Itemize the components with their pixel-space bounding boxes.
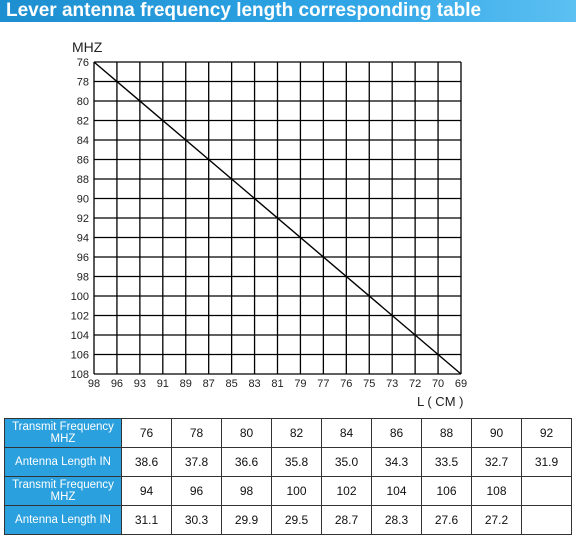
table-cell: 92 xyxy=(521,418,572,448)
frequency-length-chart: MHZ L ( CM ) 76 78 80 82 84 86 88 90 92 94 96 98 100… xyxy=(71,39,467,409)
table-cell: 36.6 xyxy=(221,447,272,477)
series-line xyxy=(93,61,462,375)
chart-ticks: 7678808284868890929496981001021041061089… xyxy=(71,57,467,390)
table-cell: 37.8 xyxy=(171,447,222,477)
table-cell: 78 xyxy=(171,418,222,448)
y-axis-label: MHZ xyxy=(72,39,103,55)
table-cell: 104 xyxy=(371,476,422,506)
y-tick-label: 88 xyxy=(77,174,89,186)
table-cell: 94 xyxy=(121,476,172,506)
y-tick-label: 102 xyxy=(71,311,89,323)
y-tick-label: 108 xyxy=(71,369,89,381)
x-tick-label: 70 xyxy=(432,378,444,390)
x-tick-label: 91 xyxy=(157,378,169,390)
table-row: Transmit Frequency MHZ 94 96 98 100 102 104 106… xyxy=(4,476,572,506)
table-cell: 108 xyxy=(471,476,522,506)
y-tick-label: 98 xyxy=(77,272,89,284)
table-row-header: Antenna Length IN xyxy=(4,505,122,535)
table-row: Transmit Frequency MHZ 76 78 80 82 84 86 88 90 92 xyxy=(4,418,572,448)
x-tick-label: 83 xyxy=(248,378,260,390)
x-tick-label: 69 xyxy=(455,378,467,390)
y-tick-label: 78 xyxy=(77,77,89,89)
x-tick-label: 96 xyxy=(111,378,123,390)
x-tick-label: 81 xyxy=(271,378,283,390)
table-cell: 31.1 xyxy=(121,505,172,535)
table-row-header: Antenna Length IN xyxy=(4,447,122,477)
table-cell: 106 xyxy=(421,476,472,506)
table-cell: 29.5 xyxy=(271,505,322,535)
table-cell: 38.6 xyxy=(121,447,172,477)
x-tick-label: 77 xyxy=(317,378,329,390)
table-cell: 100 xyxy=(271,476,322,506)
page-title: Lever antenna frequency length correspon… xyxy=(6,0,482,21)
table-cell xyxy=(521,476,572,506)
y-tick-label: 96 xyxy=(77,252,89,264)
table-cell: 35.8 xyxy=(271,447,322,477)
table-row: Antenna Length IN 38.6 37.8 36.6 35.8 35.0 34.… xyxy=(4,447,572,477)
x-tick-label: 75 xyxy=(363,378,375,390)
table-cell: 76 xyxy=(121,418,172,448)
table-cell: 80 xyxy=(221,418,272,448)
table-cell: 84 xyxy=(321,418,372,448)
table-cell: 34.3 xyxy=(371,447,422,477)
table-cell: 29.9 xyxy=(221,505,272,535)
frequency-length-table: Transmit Frequency MHZ 76 78 80 82 84 86 88 90 92… xyxy=(4,418,572,535)
table-cell: 28.3 xyxy=(371,505,422,535)
x-axis-label: L ( CM ) xyxy=(417,394,463,409)
y-tick-label: 82 xyxy=(77,116,89,128)
table-cell: 96 xyxy=(171,476,222,506)
table-cell: 82 xyxy=(271,418,322,448)
x-tick-label: 73 xyxy=(386,378,398,390)
table-cell: 27.2 xyxy=(471,505,522,535)
x-tick-label: 72 xyxy=(409,378,421,390)
y-tick-label: 80 xyxy=(77,96,89,108)
page-title-banner: Lever antenna frequency length correspon… xyxy=(0,0,576,22)
table-cell: 32.7 xyxy=(471,447,522,477)
table-cell: 31.9 xyxy=(521,447,572,477)
y-tick-label: 84 xyxy=(77,135,89,147)
table-row-header: Transmit Frequency MHZ xyxy=(4,476,122,506)
table-cell: 30.3 xyxy=(171,505,222,535)
x-tick-label: 89 xyxy=(180,378,192,390)
y-tick-label: 90 xyxy=(77,194,89,206)
table-cell: 86 xyxy=(371,418,422,448)
y-tick-label: 104 xyxy=(71,330,89,342)
table-cell: 102 xyxy=(321,476,372,506)
table-cell: 33.5 xyxy=(421,447,472,477)
table-cell xyxy=(521,505,572,535)
x-tick-label: 85 xyxy=(226,378,238,390)
table-cell: 28.7 xyxy=(321,505,372,535)
x-tick-label: 76 xyxy=(340,378,352,390)
chart-grid xyxy=(93,61,462,375)
y-tick-label: 76 xyxy=(77,57,89,69)
table-cell: 98 xyxy=(221,476,272,506)
x-tick-label: 93 xyxy=(134,378,146,390)
chart-series xyxy=(93,61,462,375)
table-cell: 90 xyxy=(471,418,522,448)
y-tick-label: 86 xyxy=(77,155,89,167)
table-cell: 35.0 xyxy=(321,447,372,477)
x-tick-label: 79 xyxy=(294,378,306,390)
y-tick-label: 94 xyxy=(77,233,89,245)
table-row: Antenna Length IN 31.1 30.3 29.9 29.5 28.7 28.… xyxy=(4,505,572,535)
y-tick-label: 106 xyxy=(71,350,89,362)
table-cell: 27.6 xyxy=(421,505,472,535)
x-tick-label: 98 xyxy=(88,378,100,390)
y-tick-label: 92 xyxy=(77,213,89,225)
y-tick-label: 100 xyxy=(71,291,89,303)
table-cell: 88 xyxy=(421,418,472,448)
x-tick-label: 87 xyxy=(203,378,215,390)
table-row-header: Transmit Frequency MHZ xyxy=(4,418,122,448)
